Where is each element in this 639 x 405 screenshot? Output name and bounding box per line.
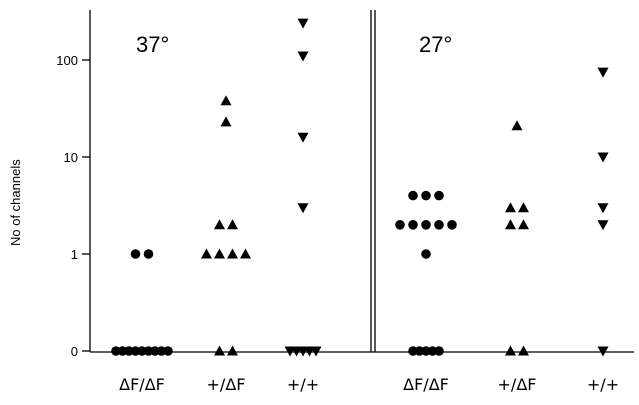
point-triangle-up	[518, 202, 529, 213]
point-triangle-down	[597, 203, 609, 214]
point-circle	[137, 346, 147, 356]
point-triangle-up	[201, 248, 212, 259]
point-triangle-up	[214, 219, 225, 230]
y-tick-label: 1	[71, 247, 78, 262]
point-triangle-down	[284, 346, 296, 357]
point-circle	[421, 346, 431, 356]
point-circle	[111, 346, 121, 356]
point-circle	[434, 220, 444, 230]
y-tick-label: 0	[71, 344, 78, 359]
point-circle	[421, 220, 431, 230]
category-label: ΔF/ΔF	[119, 375, 165, 394]
category-label: +/ΔF	[207, 375, 246, 394]
point-triangle-up	[240, 248, 251, 259]
point-triangle-up	[518, 345, 529, 356]
point-circle	[130, 249, 141, 259]
point-circle	[408, 220, 418, 230]
y-axis-label: No of channels	[8, 159, 23, 246]
category-label: +/+	[287, 375, 319, 394]
point-circle	[421, 190, 431, 201]
panel-title-27: 27°	[419, 32, 452, 57]
point-triangle-down	[597, 220, 609, 231]
point-circle	[124, 346, 134, 356]
point-triangle-down	[597, 346, 609, 357]
category-label: ΔF/ΔF	[403, 375, 449, 394]
point-triangle-down	[297, 346, 309, 357]
point-triangle-down	[597, 152, 609, 163]
point-triangle-up	[518, 219, 529, 230]
y-tick-label: 10	[64, 150, 78, 165]
point-triangle-up	[214, 248, 225, 259]
point-circle	[395, 220, 405, 230]
point-circle	[163, 346, 173, 356]
point-triangle-up	[227, 248, 238, 259]
point-triangle-down	[297, 51, 309, 62]
y-ticks: 0 1 10 100	[56, 53, 90, 359]
point-triangle-up	[505, 345, 516, 356]
point-circle	[150, 346, 160, 356]
point-triangle-down	[597, 67, 609, 78]
point-triangle-down	[297, 18, 309, 29]
data-points	[111, 18, 609, 357]
point-triangle-down	[297, 132, 309, 143]
point-triangle-up	[220, 116, 232, 127]
point-circle	[421, 249, 431, 259]
point-circle	[434, 190, 444, 201]
category-labels: ΔF/ΔF +/ΔF +/+ ΔF/ΔF +/ΔF +/+	[119, 375, 619, 394]
y-tick-label: 100	[56, 53, 78, 68]
point-circle	[434, 346, 444, 356]
panel-title-37: 37°	[136, 32, 169, 57]
category-label: +/ΔF	[498, 375, 537, 394]
point-circle	[447, 220, 457, 230]
plot-frame	[89, 10, 634, 353]
point-triangle-up	[505, 202, 516, 213]
point-triangle-up	[227, 345, 238, 356]
point-triangle-up	[511, 120, 523, 131]
point-triangle-up	[214, 345, 225, 356]
point-triangle-down	[297, 203, 309, 214]
category-label: +/+	[587, 375, 619, 394]
point-triangle-up	[220, 95, 232, 106]
point-circle	[143, 249, 154, 259]
point-triangle-down	[310, 346, 322, 357]
point-circle	[408, 190, 418, 201]
point-circle	[408, 346, 418, 356]
point-triangle-up	[227, 219, 238, 230]
point-triangle-up	[505, 219, 516, 230]
